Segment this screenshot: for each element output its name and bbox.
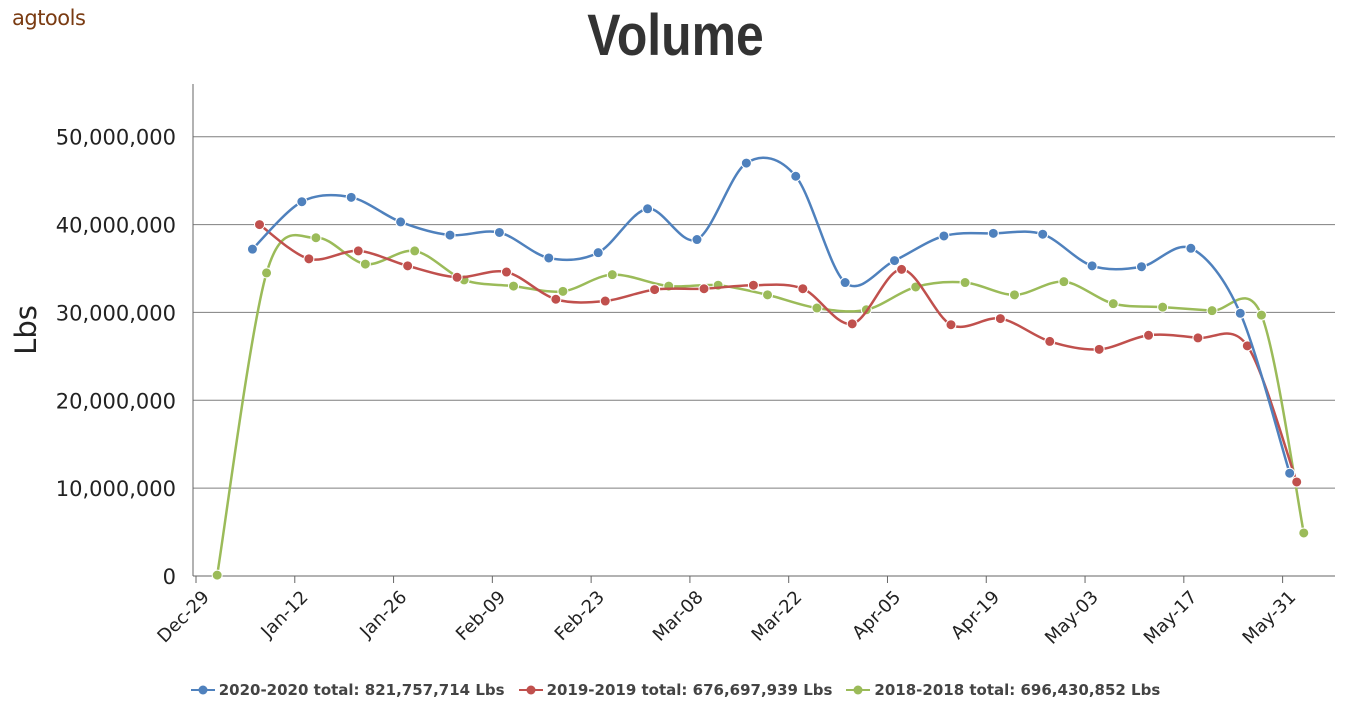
data-point (740, 157, 752, 169)
y-tick-label: 30,000,000 (56, 301, 176, 325)
x-tick-label: May-31 (1239, 587, 1301, 649)
legend-item-2018-2018[interactable]: 2018-2018 total: 696,430,852 Lbs (846, 681, 1160, 699)
data-point (938, 230, 950, 242)
data-point (395, 216, 407, 228)
data-point (1037, 228, 1049, 240)
series-2020-2020 (246, 156, 1296, 479)
x-tick-label: Feb-23 (551, 587, 609, 645)
data-point (557, 285, 569, 297)
data-point (592, 247, 604, 259)
data-point (1157, 301, 1169, 313)
data-point (790, 170, 802, 182)
y-tick-label: 50,000,000 (56, 126, 176, 150)
data-point (1008, 289, 1020, 301)
y-axis-title: Lbs (9, 305, 43, 355)
data-point (1255, 309, 1267, 321)
data-point (642, 203, 654, 215)
data-point (550, 293, 562, 305)
data-point (839, 277, 851, 289)
x-tick-label: Feb-09 (452, 587, 510, 645)
x-tick-label: Dec-29 (153, 587, 213, 647)
agtools-logo[interactable]: agtools (12, 6, 86, 30)
data-point (310, 232, 322, 244)
data-point (1058, 276, 1070, 288)
data-point (599, 295, 611, 307)
x-tick-label: Mar-22 (748, 587, 807, 646)
data-point (1107, 298, 1119, 310)
x-tick-label: Jan-12 (257, 587, 313, 643)
data-point (811, 302, 823, 314)
data-point (1234, 307, 1246, 319)
data-point (959, 277, 971, 289)
data-point (359, 258, 371, 270)
data-point (994, 313, 1006, 325)
data-point (1284, 467, 1296, 479)
data-point (352, 245, 364, 257)
data-point (1206, 305, 1218, 317)
data-point (762, 289, 774, 301)
x-tick-label: Apr-05 (848, 587, 905, 644)
data-point (1298, 527, 1310, 539)
y-tick-label: 0 (163, 565, 176, 589)
data-point (500, 266, 512, 278)
data-point (1044, 335, 1056, 347)
x-tick-label: May-03 (1041, 587, 1103, 649)
data-point (1291, 476, 1303, 488)
legend-item-2020-2020[interactable]: 2020-2020 total: 821,757,714 Lbs (190, 681, 505, 699)
y-tick-label: 40,000,000 (56, 214, 176, 238)
x-tick-label: Mar-08 (649, 587, 708, 646)
legend-marker-icon (846, 685, 871, 695)
data-point (1143, 329, 1155, 341)
legend-label: 2018-2018 total: 696,430,852 Lbs (874, 681, 1161, 699)
data-point (1086, 260, 1098, 272)
series-2019-2019 (254, 219, 1303, 488)
x-tick-label: May-17 (1140, 587, 1202, 649)
x-tick-label: Apr-19 (947, 587, 1004, 644)
data-point (889, 255, 901, 267)
data-point (649, 284, 661, 296)
series-line (251, 156, 1291, 474)
data-point (1093, 343, 1105, 355)
data-point (1135, 261, 1147, 273)
data-point (896, 263, 908, 275)
series-2018-2018 (211, 232, 1310, 581)
data-point (747, 279, 759, 291)
data-point (543, 252, 555, 264)
data-point (1185, 242, 1197, 254)
x-tick-label: Jan-26 (355, 587, 411, 643)
legend-item-2019-2019[interactable]: 2019-2019 total: 676,697,939 Lbs (518, 681, 833, 699)
data-point (345, 191, 357, 203)
data-point (1192, 332, 1204, 344)
data-point (945, 319, 957, 331)
y-tick-label: 20,000,000 (56, 389, 176, 413)
data-point (402, 260, 414, 272)
data-point (444, 229, 456, 241)
data-point (261, 267, 273, 279)
data-point (846, 318, 858, 330)
data-point (211, 569, 223, 581)
legend-label: 2020-2020 total: 821,757,714 Lbs (218, 681, 505, 699)
legend-marker-icon (518, 685, 543, 695)
data-point (797, 283, 809, 295)
data-point (493, 226, 505, 238)
data-point (296, 196, 308, 208)
data-point (691, 234, 703, 246)
data-point (451, 271, 463, 283)
data-point (303, 253, 315, 265)
data-point (987, 227, 999, 239)
y-tick-label: 10,000,000 (56, 477, 176, 501)
data-point (606, 269, 618, 281)
data-point (254, 219, 266, 231)
data-point (246, 243, 258, 255)
legend-label: 2019-2019 total: 676,697,939 Lbs (546, 681, 833, 699)
data-point (508, 280, 520, 292)
chart-title: Volume (587, 3, 764, 68)
data-point (409, 245, 421, 257)
chart-legend: 2020-2020 total: 821,757,714 Lbs 2019-201… (0, 681, 1351, 699)
data-point (698, 283, 710, 295)
legend-marker-icon (190, 685, 215, 695)
